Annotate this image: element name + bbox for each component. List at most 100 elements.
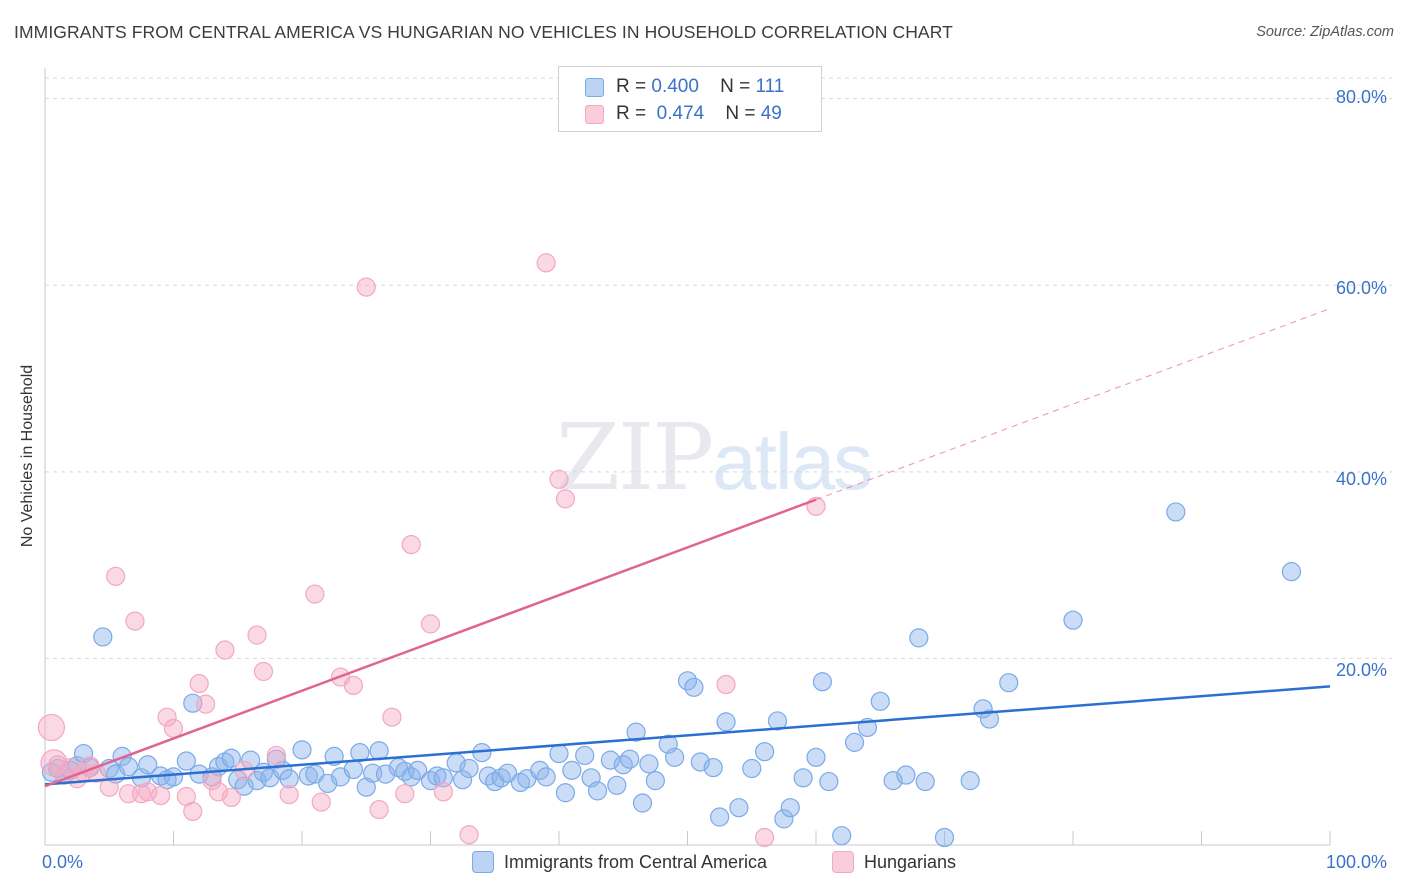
data-point-central-america: [999, 673, 1019, 693]
data-point-central-america: [536, 767, 556, 787]
data-point-central-america: [118, 757, 139, 777]
y-tick-label-40: 40.0%: [1336, 469, 1388, 489]
data-point-central-america: [350, 743, 370, 763]
legend-row-central-america: R = 0.400 N = 111: [585, 75, 784, 99]
watermark: ZIPatlas: [556, 404, 873, 511]
data-point-hungarians: [369, 799, 389, 820]
data-point-hungarians: [549, 469, 569, 489]
data-point-central-america: [934, 827, 955, 848]
data-point-hungarians: [356, 277, 376, 297]
data-point-central-america: [684, 677, 704, 697]
data-point-hungarians: [395, 784, 415, 804]
data-point-hungarians: [215, 640, 235, 660]
legend-n-value: 111: [755, 76, 785, 97]
watermark-zip: ZIP: [556, 404, 714, 511]
data-point-central-america: [73, 743, 94, 764]
data-point-hungarians: [151, 785, 171, 806]
data-point-central-america: [909, 628, 929, 648]
data-point-central-america: [555, 783, 576, 803]
data-point-central-america: [710, 807, 730, 827]
data-point-central-america: [632, 793, 653, 813]
data-point-central-america: [812, 672, 833, 692]
data-point-central-america: [1166, 502, 1186, 522]
legend-swatch-pink: [585, 104, 604, 124]
y-tick-label-20: 20.0%: [1336, 660, 1388, 680]
data-point-central-america: [754, 742, 775, 762]
chart-title: IMMIGRANTS FROM CENTRAL AMERICA VS HUNGA…: [14, 22, 953, 42]
data-point-central-america: [626, 722, 646, 742]
data-point-central-america: [356, 777, 376, 797]
legend-r-label: R =: [616, 103, 647, 124]
data-point-hungarians: [433, 782, 453, 802]
data-point-central-america: [408, 760, 428, 780]
data-point-central-america: [587, 781, 608, 801]
data-point-central-america: [498, 763, 518, 783]
y-tick-label-60: 60.0%: [1336, 278, 1388, 298]
data-point-central-america: [279, 769, 299, 789]
data-point-hungarians: [279, 785, 299, 805]
data-point-central-america: [793, 768, 813, 788]
data-point-central-america: [774, 809, 794, 829]
data-point-central-america: [459, 758, 479, 779]
data-point-central-america: [767, 711, 788, 731]
data-point-central-america: [176, 751, 196, 771]
data-point-hungarians: [131, 784, 151, 804]
data-point-hungarians: [555, 489, 576, 509]
data-point-hungarians: [343, 675, 363, 696]
legend-n-label: N =: [725, 103, 756, 124]
legend-n-label: N =: [720, 76, 751, 97]
data-point-hungarians: [157, 707, 177, 727]
data-point-hungarians: [163, 718, 184, 738]
data-point-central-america: [742, 758, 762, 779]
data-point-central-america: [562, 760, 582, 780]
trendline-hungarians-projection: [815, 308, 1331, 501]
source-label: Source: ZipAtlas.com: [1256, 24, 1394, 40]
trendline-central-america: [44, 685, 1331, 786]
data-point-central-america: [292, 740, 312, 760]
trendline-hungarians: [44, 498, 817, 788]
data-point-central-america: [896, 765, 916, 785]
bottom-legend-label: Hungarians: [864, 851, 957, 872]
bottom-legend-central-america: Immigrants from Central America: [472, 851, 767, 873]
data-point-central-america: [806, 747, 826, 767]
data-point-hungarians: [189, 674, 209, 694]
data-point-hungarians: [196, 694, 216, 714]
data-point-hungarians: [247, 625, 267, 645]
data-point-central-america: [607, 775, 627, 795]
data-point-hungarians: [401, 534, 421, 555]
data-point-hungarians: [99, 777, 119, 797]
y-tick-label-80: 80.0%: [1336, 87, 1388, 107]
data-point-hungarians: [253, 661, 274, 682]
data-point-central-america: [305, 764, 325, 784]
data-point-central-america: [979, 709, 1000, 729]
data-point-hungarians: [459, 825, 479, 845]
x-tick-label-max: 100.0%: [1326, 852, 1388, 872]
data-point-central-america: [639, 754, 659, 774]
data-point-central-america: [665, 747, 685, 767]
legend-n-value: 49: [760, 103, 782, 124]
data-point-hungarians: [106, 566, 126, 586]
data-point-central-america: [832, 826, 852, 846]
data-point-central-america: [620, 749, 640, 769]
data-point-central-america: [703, 757, 723, 778]
data-point-central-america: [138, 755, 158, 775]
data-point-central-america: [844, 732, 865, 752]
data-point-hungarians: [37, 713, 66, 742]
data-point-hungarians: [221, 787, 241, 808]
data-point-central-america: [645, 771, 665, 791]
legend-swatch-blue: [585, 77, 604, 97]
data-point-central-america: [549, 743, 569, 764]
watermark-atlas: atlas: [712, 417, 873, 506]
data-point-central-america: [453, 770, 473, 790]
data-point-hungarians: [138, 782, 158, 802]
data-point-central-america: [819, 771, 839, 792]
data-point-hungarians: [305, 584, 325, 604]
data-point-hungarians: [125, 611, 145, 631]
data-point-central-america: [93, 627, 113, 647]
data-point-hungarians: [420, 614, 441, 634]
data-point-central-america: [221, 748, 241, 768]
legend-row-hungarians: R = 0.474 N = 49: [585, 102, 782, 126]
legend-r-value: 0.474: [656, 103, 705, 124]
data-point-central-america: [1063, 610, 1083, 630]
